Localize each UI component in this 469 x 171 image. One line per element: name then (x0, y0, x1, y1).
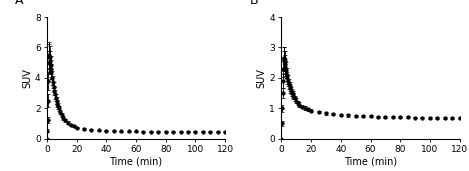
Y-axis label: SUV: SUV (257, 68, 266, 88)
Y-axis label: SUV: SUV (22, 68, 32, 88)
Text: B: B (250, 0, 258, 7)
X-axis label: Time (min): Time (min) (109, 156, 163, 167)
X-axis label: Time (min): Time (min) (344, 156, 397, 167)
Text: A: A (15, 0, 23, 7)
